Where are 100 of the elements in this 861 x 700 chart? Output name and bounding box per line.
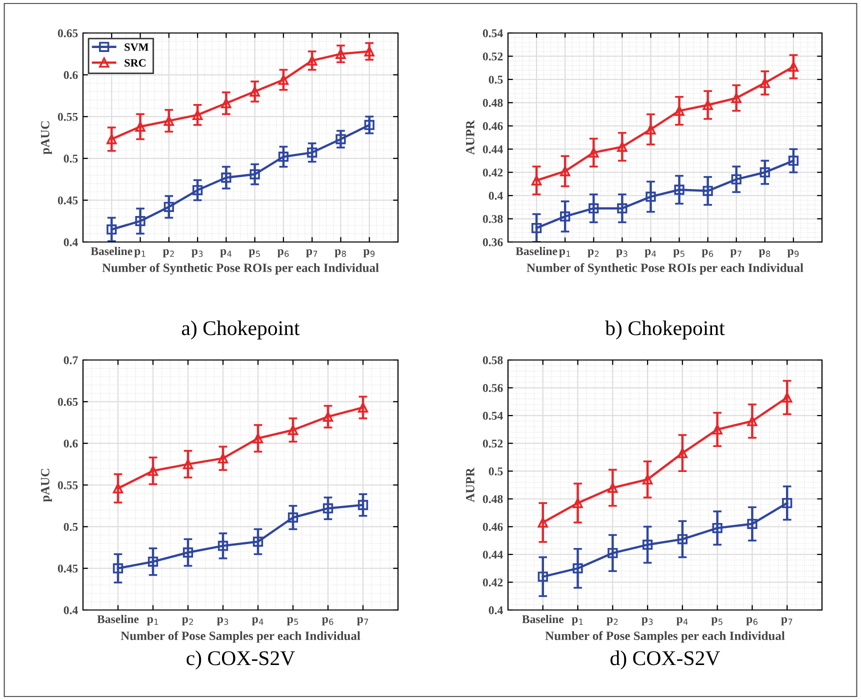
point [307,56,318,66]
x-tick-label: p$_{3}$ [217,617,228,626]
x-tick-label: p$_{4}$ [252,617,264,626]
point [164,202,174,212]
point [677,448,688,458]
point [252,433,264,444]
point [677,534,688,544]
x-tick-label: Baseline [97,614,139,624]
point [538,572,548,582]
x-tick-label: p$_{4}$ [676,617,688,626]
point [221,98,232,108]
point [192,110,203,120]
point [731,92,742,104]
y-tick-label: 0.6 [64,71,78,80]
x-tick-label: p$_{7}$ [357,617,368,626]
y-tick-label: 0.55 [58,481,78,490]
point [747,518,758,529]
x-tick-label: p$_{3}$ [642,617,653,626]
x-tick-label: p$_{3}$ [192,249,203,258]
point [572,498,583,508]
point [712,522,722,534]
point [250,169,260,180]
point [250,86,260,97]
text: c) COX-S2V [186,650,295,670]
x-tick-label: p$_{8}$ [758,249,770,258]
point [278,152,289,162]
point [336,134,346,144]
y-tick-label: 0.52 [482,52,503,60]
x-tick-label: p$_{4}$ [220,249,232,258]
point [760,167,770,178]
y-tick-label: 0.65 [58,398,78,406]
point [288,424,298,436]
x-tick-label: p$_{2}$ [182,617,193,626]
y-tick-label: 0.5 [488,467,503,476]
point [588,148,599,158]
x-tick-label: p$_{7}$ [306,249,318,258]
point [288,512,298,523]
x-tick-label: p$_{5}$ [287,617,298,626]
point [642,540,653,550]
point [674,106,684,116]
y-tick-label: 0.42 [482,168,503,177]
y-tick-label: 0.58 [482,356,503,364]
y-tick-label: 0.38 [482,215,503,224]
point [322,503,334,514]
point [560,166,570,176]
y-tick-label: 0.5 [64,522,78,531]
point [112,483,124,494]
x-tick-label: p$_{8}$ [334,249,346,258]
y-tick-label: 0.4 [488,606,503,614]
point [782,392,792,403]
text: b) Chokepoint [605,320,725,340]
y-tick-label: 0.55 [58,112,78,121]
y-tick-label: 0.54 [482,412,503,420]
y-tick-label: 0.48 [482,98,503,107]
x-tick-label: p$_{9}$ [787,249,799,258]
y-tick-label: 0.7 [64,356,78,364]
x-tick-label: p$_{6}$ [746,617,758,626]
y-axis-title: AUPR [466,120,474,155]
x-tick-label: Baseline [522,614,564,624]
y-tick-label: 0.54 [482,29,503,38]
point [106,224,117,235]
x-tick-label: p$_{6}$ [277,249,289,258]
point [646,124,656,134]
point [364,46,374,56]
y-tick-label: 0.44 [482,550,503,559]
text: d) COX-S2V [610,650,720,670]
point [278,74,289,85]
y-tick-label: 0.45 [58,196,78,204]
point [588,203,599,214]
y-tick-label: 0.52 [482,440,503,448]
point [307,147,318,158]
point [702,100,713,110]
point [782,498,792,508]
point [560,211,570,222]
x-tick-label: Baseline [516,246,558,256]
y-tick-label: 0.46 [482,122,503,130]
text: a) Chokepoint [182,320,300,340]
point [148,556,158,567]
point [106,134,117,144]
point [358,402,368,413]
point [112,563,124,574]
x-tick-label: p$_{2}$ [606,617,618,626]
y-tick-label: 0.45 [58,564,78,573]
y-tick-label: 0.36 [482,238,503,246]
x-tick-label: Baseline [90,246,132,256]
x-tick-label: p$_{6}$ [702,249,714,258]
point [358,500,368,510]
x-axis-title: Number of Synthetic Pose ROIs per each Individual [102,263,379,275]
point [252,536,264,547]
point [674,184,684,195]
x-tick-label: p$_{3}$ [616,249,628,258]
point [218,453,228,464]
x-tick-label: p$_{5}$ [673,249,684,258]
point [182,459,194,470]
point [731,174,742,184]
x-tick-label: p$_{7}$ [781,617,792,626]
point [617,203,628,214]
y-tick-label: 0.4 [64,606,78,614]
point [182,547,194,558]
y-tick-label: 0.48 [482,495,503,504]
